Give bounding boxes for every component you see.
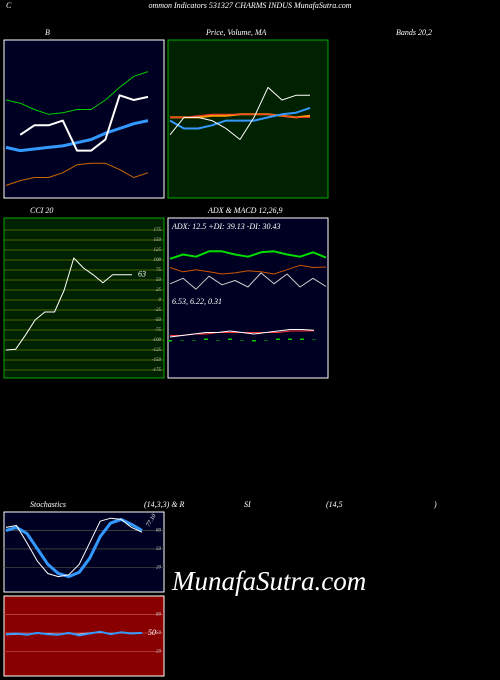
- caption: (14,5: [326, 500, 343, 509]
- caption: Stochastics: [30, 500, 66, 509]
- y-tick-label: 175: [154, 228, 162, 233]
- series-line: [169, 86, 310, 140]
- caption: ADX & MACD 12,26,9: [207, 206, 282, 215]
- annotation: ADX: 12.5 +DI: 39.13 -DI: 30.43: [171, 222, 281, 231]
- histogram-bar: [240, 340, 244, 341]
- series-line: [5, 71, 149, 115]
- caption: ): [433, 500, 437, 509]
- y-tick-label: 20: [156, 566, 162, 571]
- y-tick-label: 50: [156, 547, 162, 552]
- y-tick-label: -175: [152, 368, 162, 373]
- series-line: [169, 106, 311, 130]
- series-line: [5, 119, 149, 153]
- y-tick-label: 50: [156, 631, 162, 636]
- histogram-bar: [276, 338, 280, 340]
- series-line: [5, 162, 149, 186]
- histogram-bar: [288, 338, 292, 340]
- data-label: 63: [138, 270, 146, 279]
- histogram-bar: [216, 340, 220, 341]
- histogram-bar: [168, 340, 172, 342]
- y-tick-label: -150: [152, 358, 162, 363]
- y-tick-label: 0: [159, 298, 162, 303]
- histogram-bar: [204, 338, 208, 340]
- y-tick-label: 125: [154, 248, 162, 253]
- series-line: [5, 517, 143, 578]
- header-c: C: [6, 1, 12, 10]
- caption: Price, Volume, MA: [205, 28, 267, 37]
- series-line: [5, 517, 143, 579]
- series-line: [5, 257, 132, 351]
- y-tick-label: -25: [154, 308, 161, 313]
- data-label: 50: [148, 628, 156, 637]
- y-tick-label: -125: [152, 348, 162, 353]
- histogram-bar: [180, 340, 184, 341]
- y-tick-label: 25: [156, 288, 162, 293]
- data-label: 77.10: [146, 513, 158, 528]
- y-tick-label: -75: [154, 328, 161, 333]
- series-line: [169, 264, 327, 275]
- panel: [167, 217, 329, 379]
- y-tick-label: 75: [156, 268, 162, 273]
- panel: [3, 217, 165, 379]
- y-tick-label: 80: [156, 613, 162, 618]
- series-line: [169, 272, 327, 290]
- series-line: [5, 630, 143, 637]
- y-tick-label: 20: [156, 650, 162, 655]
- histogram-bar: [312, 339, 316, 341]
- caption: (14,3,3) & R: [144, 500, 185, 509]
- y-tick-label: -100: [152, 338, 162, 343]
- watermark: MunafaSutra.com: [171, 566, 366, 596]
- panel: [3, 39, 165, 199]
- y-tick-label: 50: [156, 278, 162, 283]
- annotation: 6.53, 6.22, 0.31: [172, 297, 222, 306]
- panel: [167, 39, 329, 199]
- series-line: [170, 113, 310, 118]
- histogram-bar: [192, 340, 196, 341]
- series-line: [169, 329, 315, 338]
- panel: [3, 595, 165, 677]
- caption: Bands 20,2: [396, 28, 432, 37]
- y-tick-label: -50: [154, 318, 161, 323]
- histogram-bar: [228, 338, 232, 340]
- histogram-bar: [264, 340, 268, 341]
- histogram-bar: [252, 340, 256, 342]
- histogram-bar: [300, 338, 304, 340]
- series-line: [19, 94, 149, 152]
- caption: SI: [244, 500, 251, 509]
- panel: [3, 511, 165, 593]
- series-line: [169, 250, 327, 260]
- caption: CCI 20: [30, 206, 53, 215]
- caption: B: [45, 28, 50, 37]
- y-tick-label: 100: [154, 258, 162, 263]
- y-tick-label: 150: [154, 238, 162, 243]
- header-title: ommon Indicators 531327 CHARMS INDUS Mun…: [148, 1, 351, 10]
- y-tick-label: 80: [156, 529, 162, 534]
